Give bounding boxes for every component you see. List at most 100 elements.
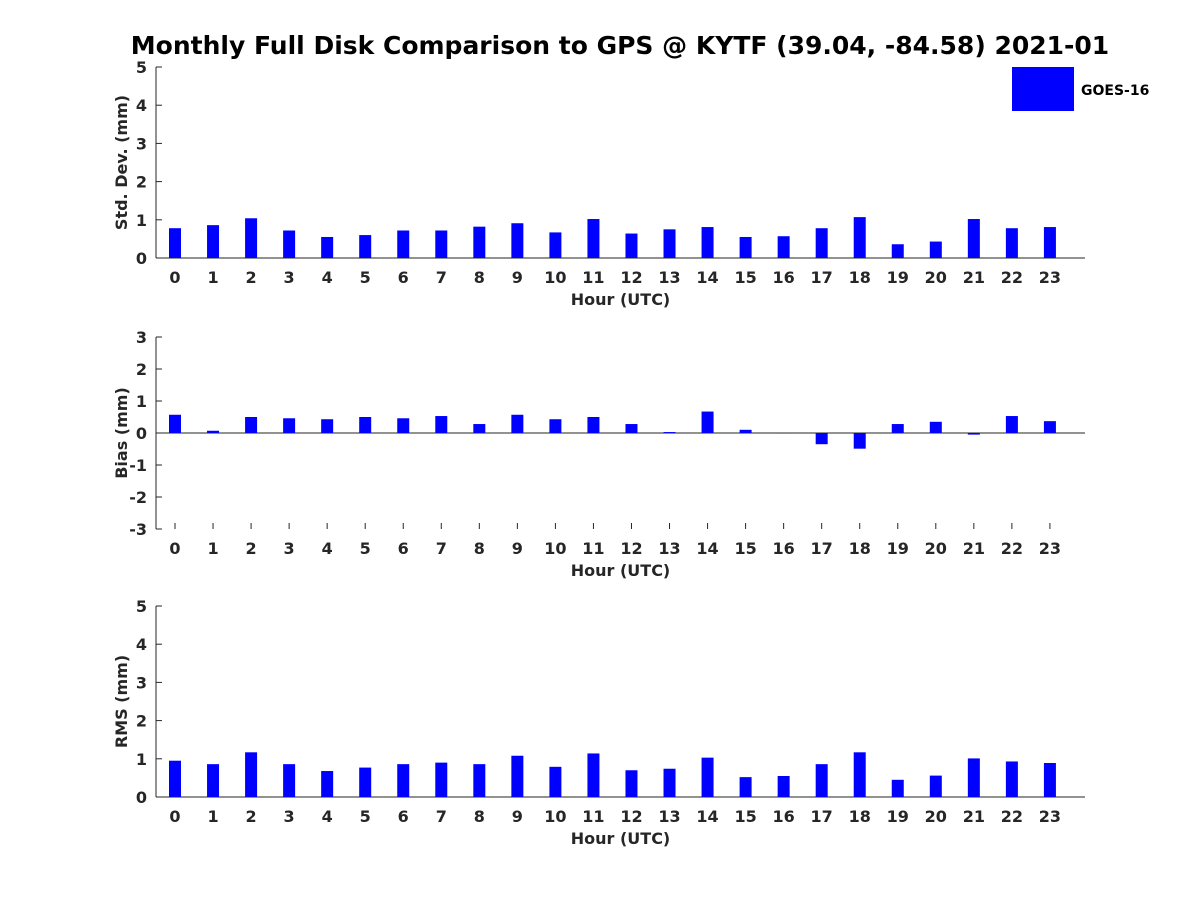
rms-bar (169, 760, 181, 797)
rms-x-tick-label: 16 (773, 807, 795, 826)
rms-bar (473, 764, 486, 797)
std-dev-bar (929, 241, 942, 258)
bias-bar (207, 430, 220, 433)
bias-x-tick-label: 7 (436, 539, 447, 558)
rms-x-tick-label: 10 (544, 807, 566, 826)
std-dev-bar (625, 233, 638, 258)
bias-y-tick-label: 0 (136, 424, 147, 443)
rms-x-tick-label: 19 (887, 807, 909, 826)
std-dev-bar (777, 236, 790, 258)
rms-bar (701, 757, 714, 797)
std-dev-x-tick-label: 14 (696, 268, 718, 287)
std-dev-y-tick-label: 5 (136, 58, 147, 77)
bias-x-tick-label: 21 (963, 539, 985, 558)
bias-x-tick-label: 0 (169, 539, 180, 558)
rms-bar (1043, 763, 1056, 797)
rms-x-tick-label: 1 (207, 807, 218, 826)
bias-bar (739, 429, 752, 433)
std-dev-x-tick-label: 16 (773, 268, 795, 287)
bias-bar (473, 424, 486, 433)
std-dev-bar (169, 228, 181, 258)
bias-x-axis-label: Hour (UTC) (571, 561, 671, 580)
std-dev-x-tick-label: 19 (887, 268, 909, 287)
std-dev-x-tick-label: 1 (207, 268, 218, 287)
bias-y-tick-label: 3 (136, 328, 147, 347)
bias-x-tick-label: 2 (246, 539, 257, 558)
rms-x-tick-label: 7 (436, 807, 447, 826)
bias-bar (701, 411, 714, 433)
std-dev-x-tick-label: 22 (1001, 268, 1023, 287)
rms-bar (511, 755, 524, 797)
rms-bar (777, 775, 790, 797)
rms-x-axis-label: Hour (UTC) (571, 829, 671, 848)
bias-bar (169, 414, 181, 433)
std-dev-bar (701, 227, 714, 258)
bias-y-tick-label: -2 (129, 488, 147, 507)
rms-y-tick-label: 3 (136, 673, 147, 692)
rms-bar (891, 779, 904, 797)
std-dev-bar (967, 219, 980, 258)
std-dev-y-tick-label: 1 (136, 211, 147, 230)
rms-bar (435, 762, 448, 797)
chart-title: Monthly Full Disk Comparison to GPS @ KY… (131, 31, 1109, 60)
bias-x-tick-label: 8 (474, 539, 485, 558)
rms-x-tick-label: 11 (582, 807, 604, 826)
std-dev-x-tick-label: 17 (811, 268, 833, 287)
bias-bar (967, 433, 980, 435)
rms-bar (815, 764, 828, 797)
bias-x-tick-label: 4 (322, 539, 333, 558)
bias-bar (625, 424, 638, 433)
bias-bar (397, 418, 410, 433)
legend: GOES-16 (1012, 67, 1149, 111)
rms-x-tick-label: 8 (474, 807, 485, 826)
rms-x-tick-label: 14 (696, 807, 718, 826)
legend-label: GOES-16 (1081, 83, 1149, 99)
std-dev-x-axis-label: Hour (UTC) (571, 290, 671, 309)
std-dev-bar (435, 230, 448, 258)
std-dev-bar (587, 219, 600, 258)
bias-bar (359, 417, 372, 433)
rms-x-tick-label: 20 (925, 807, 947, 826)
std-dev-x-tick-label: 23 (1039, 268, 1061, 287)
bias-bar (435, 416, 448, 433)
rms-y-tick-label: 1 (136, 750, 147, 769)
rms-bar (321, 771, 334, 797)
std-dev-x-tick-label: 10 (544, 268, 566, 287)
rms-x-tick-label: 6 (398, 807, 409, 826)
rms-bar (625, 770, 638, 797)
rms-x-tick-label: 9 (512, 807, 523, 826)
bias-x-tick-label: 10 (544, 539, 566, 558)
std-dev-bar (891, 244, 904, 258)
rms-y-tick-label: 4 (136, 635, 147, 654)
std-dev-bar (511, 223, 524, 258)
rms-bar (1005, 761, 1018, 797)
rms-x-tick-label: 0 (169, 807, 180, 826)
std-dev-bar (283, 230, 296, 258)
rms-bar (245, 752, 258, 797)
rms-bar (587, 753, 600, 797)
rms-x-tick-label: 2 (246, 807, 257, 826)
std-dev-x-tick-label: 0 (169, 268, 180, 287)
std-dev-x-tick-label: 2 (246, 268, 257, 287)
std-dev-bar (473, 226, 486, 258)
rms-x-tick-label: 15 (734, 807, 756, 826)
std-dev-bar (245, 218, 258, 258)
bias-y-tick-label: -3 (129, 520, 147, 539)
bias-bar (777, 433, 790, 434)
bias-y-tick-label: -1 (129, 456, 147, 475)
bias-y-axis-label: Bias (mm) (112, 387, 131, 479)
std-dev-y-tick-label: 2 (136, 173, 147, 192)
bias-x-tick-label: 16 (773, 539, 795, 558)
bias-x-tick-label: 14 (696, 539, 718, 558)
bias-x-tick-label: 23 (1039, 539, 1061, 558)
rms-y-tick-label: 0 (136, 788, 147, 807)
bias-bar (929, 421, 942, 433)
std-dev-y-tick-label: 4 (136, 96, 147, 115)
rms-x-tick-label: 22 (1001, 807, 1023, 826)
bias-x-tick-label: 3 (284, 539, 295, 558)
std-dev-x-tick-label: 9 (512, 268, 523, 287)
std-dev-y-axis-label: Std. Dev. (mm) (112, 95, 131, 230)
bias-x-tick-label: 17 (811, 539, 833, 558)
bias-x-tick-label: 9 (512, 539, 523, 558)
